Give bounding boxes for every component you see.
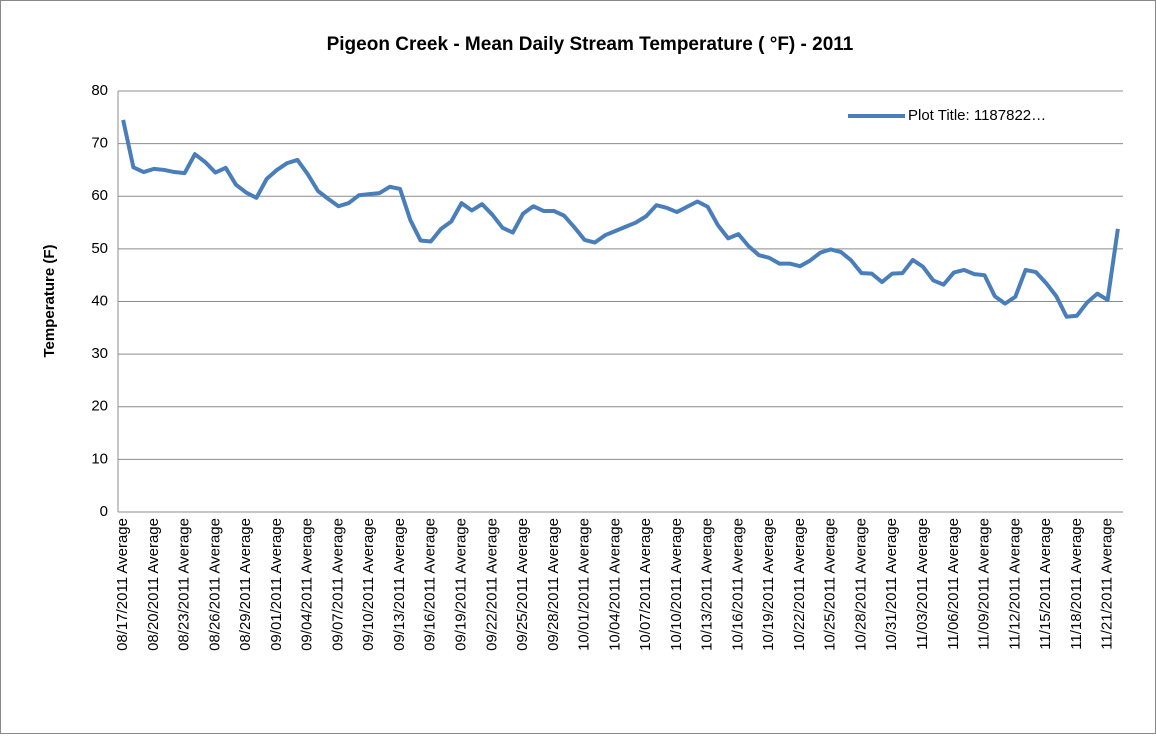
chart-title: Pigeon Creek - Mean Daily Stream Tempera… — [327, 34, 854, 55]
x-tick-label: 10/22/2011 Average — [791, 518, 808, 651]
x-tick-label: 10/25/2011 Average — [822, 518, 839, 651]
x-tick-label: 09/07/2011 Average — [329, 518, 346, 651]
x-tick-label: 09/04/2011 Average — [299, 518, 316, 651]
x-tick-label: 09/25/2011 Average — [514, 518, 531, 651]
x-tick-label: 09/19/2011 Average — [453, 518, 470, 651]
x-tick-label: 11/03/2011 Average — [914, 518, 931, 650]
x-tick-label: 10/28/2011 Average — [852, 518, 869, 651]
x-tick-label: 08/17/2011 Average — [114, 518, 131, 651]
y-tick-label: 20 — [91, 398, 108, 415]
x-tick-label: 11/09/2011 Average — [976, 518, 993, 650]
y-tick-label: 40 — [91, 292, 108, 309]
x-tick-label: 09/10/2011 Average — [360, 518, 377, 651]
x-tick-label: 09/28/2011 Average — [545, 518, 562, 651]
x-tick-label: 09/01/2011 Average — [268, 518, 285, 651]
x-tick-label: 10/04/2011 Average — [606, 518, 623, 651]
y-tick-label: 60 — [91, 187, 108, 204]
x-tick-label: 10/01/2011 Average — [576, 518, 593, 651]
x-tick-label: 11/15/2011 Average — [1037, 518, 1054, 650]
y-axis-label: Temperature (F) — [41, 244, 58, 357]
y-tick-label: 70 — [91, 135, 108, 152]
x-tick-label: 10/10/2011 Average — [668, 518, 685, 651]
x-tick-label: 09/22/2011 Average — [483, 518, 500, 651]
x-tick-label: 10/31/2011 Average — [883, 518, 900, 651]
x-tick-label: 08/26/2011 Average — [206, 518, 223, 651]
x-tick-label: 10/19/2011 Average — [760, 518, 777, 651]
legend-label: Plot Title: 1187822… — [908, 107, 1046, 124]
x-tick-label: 10/07/2011 Average — [637, 518, 654, 651]
x-tick-label: 11/21/2011 Average — [1099, 518, 1116, 650]
x-tick-label: 08/29/2011 Average — [237, 518, 254, 651]
x-tick-label: 09/13/2011 Average — [391, 518, 408, 651]
y-tick-label: 10 — [91, 450, 108, 467]
x-tick-label: 11/12/2011 Average — [1006, 518, 1023, 650]
x-tick-label: 11/18/2011 Average — [1068, 518, 1085, 650]
x-tick-label: 08/23/2011 Average — [176, 518, 193, 651]
y-tick-label: 50 — [91, 240, 108, 257]
x-tick-label: 10/16/2011 Average — [729, 518, 746, 651]
y-tick-label: 0 — [100, 503, 108, 520]
y-tick-label: 80 — [91, 82, 108, 99]
x-tick-label: 09/16/2011 Average — [422, 518, 439, 651]
y-tick-label: 30 — [91, 345, 108, 362]
x-tick-label: 11/06/2011 Average — [945, 518, 962, 650]
x-tick-label: 10/13/2011 Average — [699, 518, 716, 651]
data-line — [121, 119, 1120, 319]
x-tick-label: 08/20/2011 Average — [145, 518, 162, 651]
